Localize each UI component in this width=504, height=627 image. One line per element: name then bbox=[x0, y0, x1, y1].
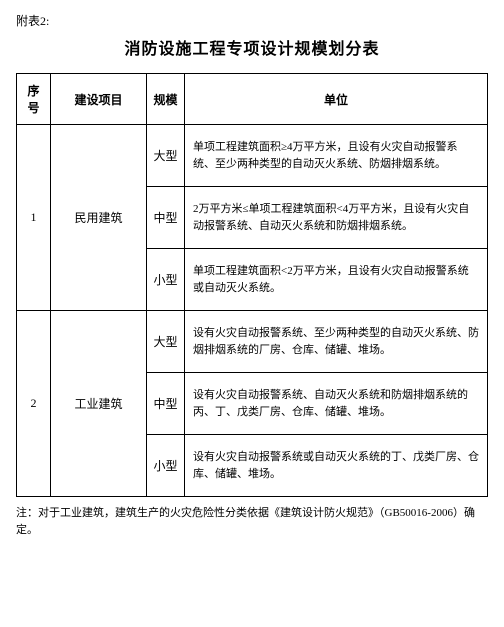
cell-scale: 大型 bbox=[147, 125, 185, 187]
cell-scale: 小型 bbox=[147, 249, 185, 311]
appendix-label: 附表2: bbox=[16, 12, 488, 29]
cell-project: 民用建筑 bbox=[51, 125, 147, 311]
cell-desc: 单项工程建筑面积≥4万平方米，且设有火灾自动报警系统、至少两种类型的自动灭火系统… bbox=[185, 125, 488, 187]
header-scale: 规模 bbox=[147, 74, 185, 125]
header-unit: 单位 bbox=[185, 74, 488, 125]
cell-scale: 中型 bbox=[147, 373, 185, 435]
header-seq: 序号 bbox=[17, 74, 51, 125]
table-header-row: 序号 建设项目 规模 单位 bbox=[17, 74, 488, 125]
header-project: 建设项目 bbox=[51, 74, 147, 125]
table-row: 1 民用建筑 大型 单项工程建筑面积≥4万平方米，且设有火灾自动报警系统、至少两… bbox=[17, 125, 488, 187]
cell-scale: 小型 bbox=[147, 435, 185, 497]
table-row: 2 工业建筑 大型 设有火灾自动报警系统、至少两种类型的自动灭火系统、防烟排烟系… bbox=[17, 311, 488, 373]
cell-project: 工业建筑 bbox=[51, 311, 147, 497]
cell-scale: 大型 bbox=[147, 311, 185, 373]
cell-scale: 中型 bbox=[147, 187, 185, 249]
page-title: 消防设施工程专项设计规模划分表 bbox=[16, 35, 488, 59]
cell-desc: 设有火灾自动报警系统或自动灭火系统的丁、戊类厂房、仓库、储罐、堆场。 bbox=[185, 435, 488, 497]
cell-desc: 设有火灾自动报警系统、至少两种类型的自动灭火系统、防烟排烟系统的厂房、仓库、储罐… bbox=[185, 311, 488, 373]
cell-seq: 2 bbox=[17, 311, 51, 497]
cell-desc: 单项工程建筑面积<2万平方米，且设有火灾自动报警系统或自动灭火系统。 bbox=[185, 249, 488, 311]
cell-desc: 设有火灾自动报警系统、自动灭火系统和防烟排烟系统的丙、丁、戊类厂房、仓库、储罐、… bbox=[185, 373, 488, 435]
cell-desc: 2万平方米≤单项工程建筑面积<4万平方米，且设有火灾自动报警系统、自动灭火系统和… bbox=[185, 187, 488, 249]
footnote: 注：对于工业建筑，建筑生产的火灾危险性分类依据《建筑设计防火规范》（GB5001… bbox=[16, 505, 488, 538]
scale-table: 序号 建设项目 规模 单位 1 民用建筑 大型 单项工程建筑面积≥4万平方米，且… bbox=[16, 73, 488, 497]
cell-seq: 1 bbox=[17, 125, 51, 311]
